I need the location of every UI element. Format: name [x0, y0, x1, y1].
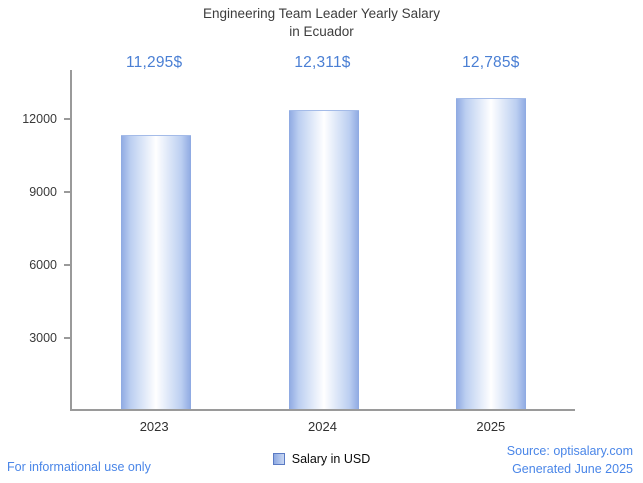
- bar-2025: [456, 98, 527, 409]
- bar-value-label: 12,785$: [462, 54, 520, 71]
- bar-2023: [120, 134, 191, 409]
- chart-title: Engineering Team Leader Yearly Salary in…: [0, 5, 643, 41]
- bar-slot: [72, 70, 240, 409]
- y-tick-mark: [64, 263, 70, 266]
- x-axis-labels: 2023 2024 2025: [70, 419, 575, 434]
- footer-source: Source: optisalary.com Generated June 20…: [507, 443, 633, 478]
- source-line: Source: optisalary.com: [506, 444, 633, 458]
- y-tick-label: 12000: [22, 111, 57, 126]
- bar-value-label: 11,295$: [126, 54, 183, 71]
- bars-container: [72, 70, 575, 409]
- bar-2024: [288, 109, 359, 409]
- generated-line: Generated June 2025: [512, 461, 633, 476]
- y-tick-label: 9000: [29, 184, 57, 199]
- x-tick-label: 2024: [308, 419, 337, 434]
- chart-title-line1: Engineering Team Leader Yearly Salary: [203, 6, 440, 21]
- y-axis: 3000 6000 9000 12000: [0, 70, 70, 411]
- chart-title-line2: in Ecuador: [289, 24, 354, 40]
- y-tick-label: 6000: [29, 257, 57, 272]
- y-tick-mark: [64, 190, 70, 193]
- footer-note: For informational use only: [7, 460, 151, 474]
- bar-slot: [240, 70, 408, 409]
- y-tick-mark: [64, 336, 70, 339]
- legend: Salary in USD: [0, 452, 643, 466]
- y-tick-mark: [64, 117, 70, 120]
- legend-swatch-icon: [272, 453, 285, 465]
- bar-value-label: 12,311$: [294, 54, 351, 71]
- bar-slot: [407, 70, 575, 409]
- x-tick-label: 2023: [139, 419, 169, 434]
- legend-label: Salary in USD: [291, 452, 371, 466]
- x-tick-label: 2025: [476, 419, 506, 434]
- plot-area: [70, 70, 575, 411]
- bar-value-labels: 11,295$ 12,311$ 12,785$: [70, 54, 575, 72]
- y-tick-label: 3000: [29, 330, 57, 345]
